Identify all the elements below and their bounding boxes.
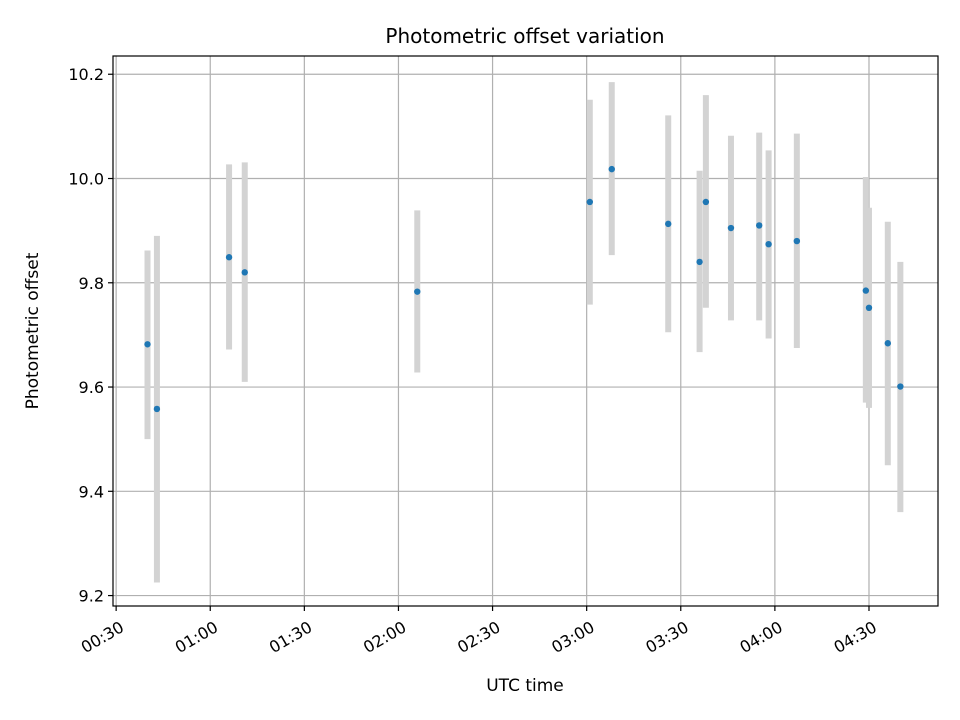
- data-point: [884, 340, 892, 347]
- y-tick-label: 9.4: [79, 482, 104, 501]
- data-point: [225, 254, 233, 261]
- y-tick-label: 9.8: [79, 274, 104, 293]
- data-point: [897, 383, 904, 390]
- data-point: [865, 304, 873, 312]
- data-point: [665, 220, 672, 228]
- data-point: [702, 198, 710, 206]
- data-point: [414, 288, 421, 295]
- data-point: [241, 269, 248, 276]
- y-axis-label: Photometric offset: [23, 252, 43, 409]
- grid: [113, 56, 938, 606]
- data-point: [862, 287, 870, 294]
- data-point: [727, 224, 735, 232]
- data-point: [765, 240, 772, 248]
- data-point: [793, 237, 801, 245]
- data-point: [153, 405, 161, 413]
- data-point: [144, 341, 151, 348]
- x-axis-label: UTC time: [486, 676, 564, 696]
- plot-frame: [112, 55, 939, 607]
- y-tick-label: 10.2: [68, 65, 104, 84]
- y-tick-label: 10.0: [68, 170, 104, 189]
- chart-title: Photometric offset variation: [385, 24, 664, 48]
- data-point: [586, 198, 594, 206]
- data-point: [696, 258, 703, 266]
- data-points: [144, 165, 904, 413]
- y-tick-label: 9.6: [79, 378, 104, 397]
- y-tick-label: 9.2: [79, 587, 104, 606]
- data-point: [755, 222, 763, 229]
- data-point: [608, 165, 615, 173]
